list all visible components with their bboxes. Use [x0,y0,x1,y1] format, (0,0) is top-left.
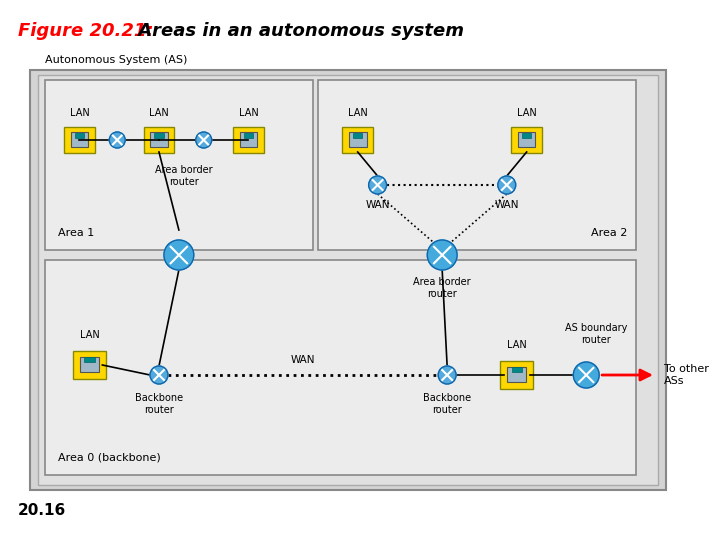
Text: WAN: WAN [365,200,390,210]
FancyBboxPatch shape [522,133,531,138]
Text: Backbone
router: Backbone router [135,393,183,415]
Text: Autonomous System (AS): Autonomous System (AS) [45,55,187,65]
Text: LAN: LAN [517,108,536,118]
FancyBboxPatch shape [349,132,366,146]
Text: Area border
router: Area border router [413,277,471,299]
Text: Areas in an autonomous system: Areas in an autonomous system [132,22,464,40]
Circle shape [438,366,456,384]
Circle shape [164,240,194,270]
FancyBboxPatch shape [343,127,373,153]
Text: LAN: LAN [507,340,526,350]
FancyBboxPatch shape [511,127,542,153]
FancyBboxPatch shape [500,361,534,389]
Text: Backbone
router: Backbone router [423,393,471,415]
Text: Area 1: Area 1 [58,228,94,238]
FancyBboxPatch shape [154,133,163,138]
Text: WAN: WAN [291,355,315,365]
FancyBboxPatch shape [511,367,522,373]
Text: LAN: LAN [79,330,99,340]
Circle shape [427,240,457,270]
Text: LAN: LAN [149,108,169,118]
FancyBboxPatch shape [73,351,106,379]
Circle shape [196,132,212,148]
FancyBboxPatch shape [71,132,89,146]
Circle shape [498,176,516,194]
Text: Area border
router: Area border router [155,165,212,187]
Circle shape [109,132,125,148]
FancyBboxPatch shape [150,132,168,146]
Text: Area 2: Area 2 [591,228,628,238]
FancyBboxPatch shape [37,75,658,485]
Text: LAN: LAN [238,108,258,118]
FancyBboxPatch shape [45,80,313,250]
Text: Figure 20.21:: Figure 20.21: [18,22,153,40]
FancyBboxPatch shape [84,357,94,362]
FancyBboxPatch shape [75,133,84,138]
FancyBboxPatch shape [318,80,636,250]
Circle shape [150,366,168,384]
FancyBboxPatch shape [30,70,666,490]
Text: AS boundary
router: AS boundary router [565,323,627,345]
FancyBboxPatch shape [144,127,174,153]
Text: WAN: WAN [495,200,519,210]
FancyBboxPatch shape [243,133,253,138]
FancyBboxPatch shape [64,127,95,153]
FancyBboxPatch shape [507,367,526,382]
FancyBboxPatch shape [80,357,99,372]
FancyBboxPatch shape [233,127,264,153]
FancyBboxPatch shape [45,260,636,475]
Text: LAN: LAN [70,108,89,118]
FancyBboxPatch shape [518,132,536,146]
FancyBboxPatch shape [240,132,257,146]
Circle shape [369,176,387,194]
Text: To other
ASs: To other ASs [664,364,708,386]
Text: 20.16: 20.16 [18,503,66,518]
Circle shape [573,362,599,388]
Text: Area 0 (backbone): Area 0 (backbone) [58,452,161,462]
Text: LAN: LAN [348,108,368,118]
FancyBboxPatch shape [353,133,362,138]
